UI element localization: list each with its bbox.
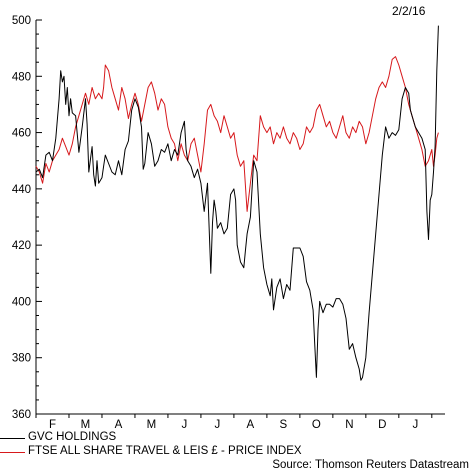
series-line-gvc [35,25,439,381]
legend-label-gvc: GVC HOLDINGS [28,431,117,443]
x-tick-label: A [247,419,255,431]
source-note: Source: Thomson Reuters Datastream [272,459,469,471]
y-tick-label: 440 [12,184,31,196]
date-label: 2/2/16 [392,4,426,18]
y-tick-label: 420 [12,240,31,252]
y-tick-label: 500 [12,15,31,27]
y-tick-label: 400 [12,296,31,308]
x-tick-label: M [81,419,91,431]
y-tick-labels: 360 380 400 420 440 460 480 500 [12,15,31,421]
x-tick-label: J [412,419,418,431]
x-tick-label: N [345,419,353,431]
x-tick-label: D [378,419,386,431]
x-tick-label: O [312,419,321,431]
chart-axes [35,19,445,418]
x-tick-label: J [215,419,221,431]
series-lines [35,25,439,381]
legend-swatch-ftse [0,452,25,453]
x-tick-label: M [147,419,157,431]
x-tick-label: S [280,419,288,431]
y-tick-label: 380 [12,353,31,365]
series-line-ftse [35,56,439,212]
x-tick-label: J [182,419,188,431]
y-tick-label: 480 [12,71,31,83]
legend-swatch-gvc [0,438,25,439]
legend-label-ftse: FTSE ALL SHARE TRAVEL & LEIS £ - PRICE I… [28,445,302,457]
y-tick-label: 460 [12,128,31,140]
y-tick-label: 360 [12,409,31,421]
x-tick-label: F [49,419,56,431]
x-tick-label: A [115,419,123,431]
